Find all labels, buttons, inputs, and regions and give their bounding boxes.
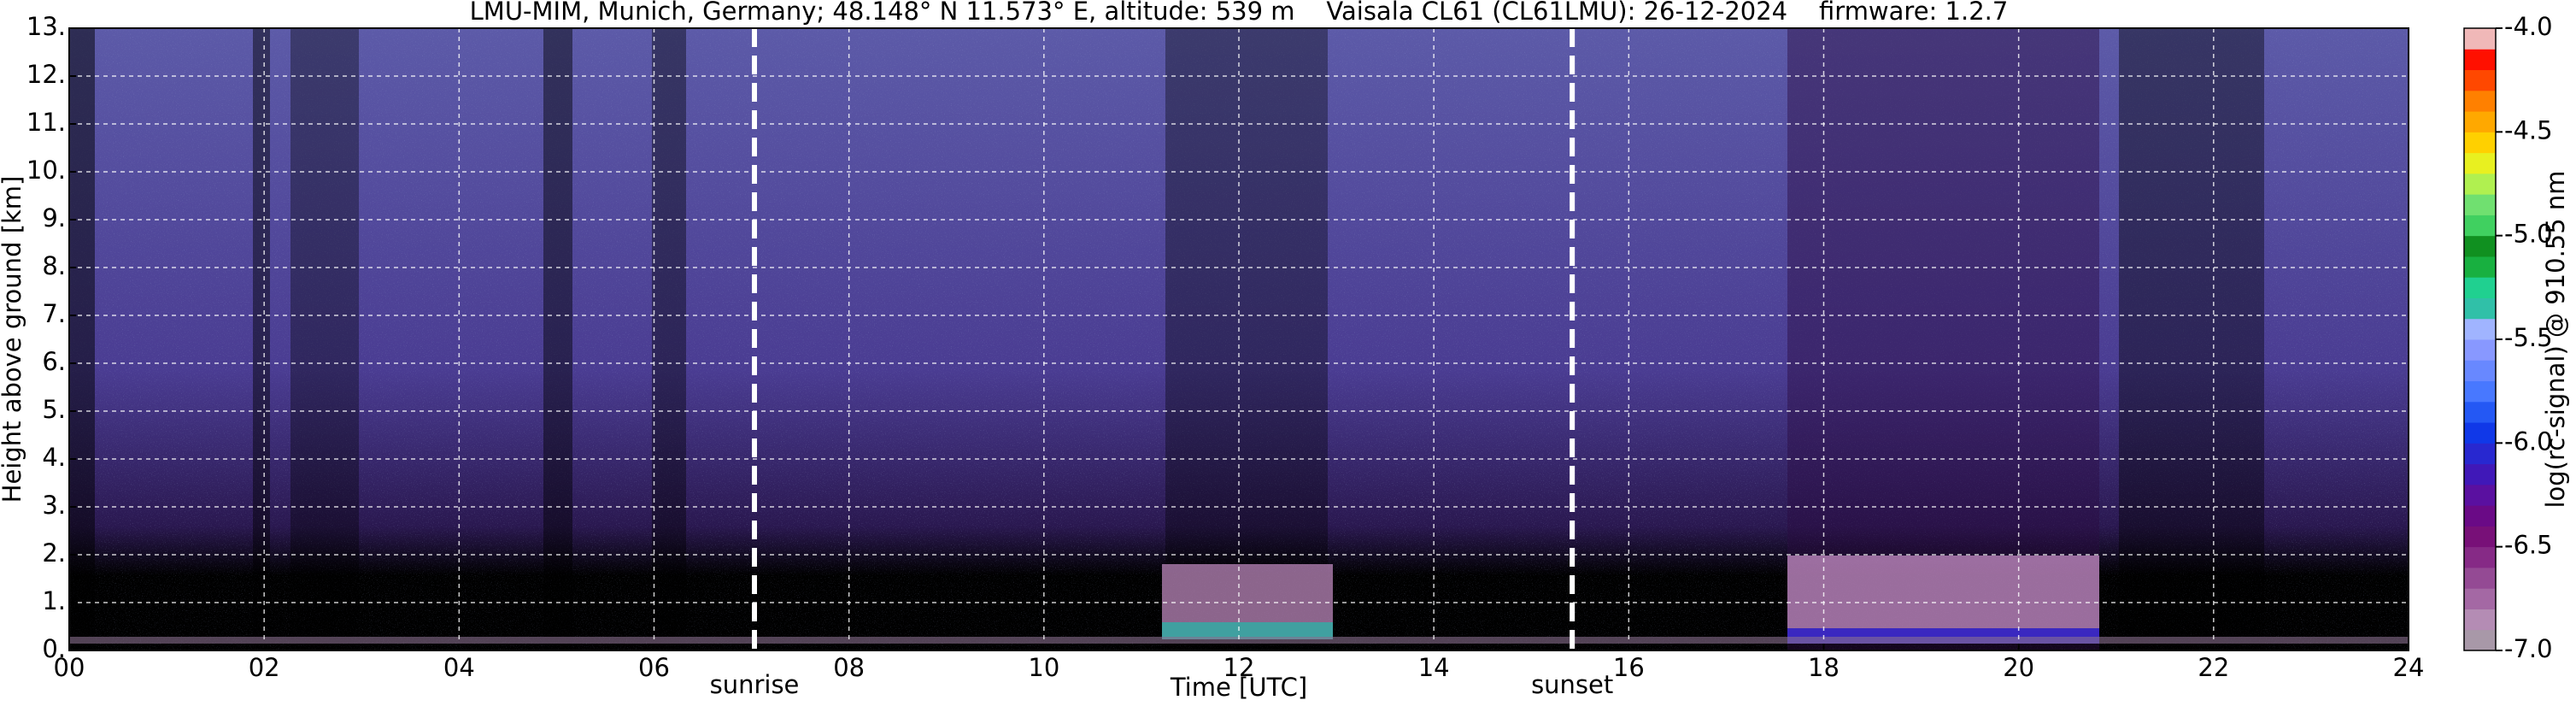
colorbar-swatch xyxy=(2464,567,2496,589)
colorbar-swatch xyxy=(2464,588,2496,609)
colorbar-swatch xyxy=(2464,339,2496,361)
colorbar-swatch xyxy=(2464,90,2496,112)
colorbar-swatch xyxy=(2464,49,2496,71)
colorbar-tick-label: -4.5 xyxy=(2504,115,2553,144)
x-axis-label: Time [UTC] xyxy=(1170,673,1307,702)
y-tick-label: 3. xyxy=(42,491,66,520)
y-tick-label: 7. xyxy=(42,299,66,328)
colorbar-swatch xyxy=(2464,380,2496,403)
y-tick-label: 5. xyxy=(42,395,66,424)
colorbar-tick-label: -6.5 xyxy=(2504,531,2553,560)
colorbar-swatch xyxy=(2464,629,2496,651)
x-tick-label: 14 xyxy=(1418,653,1450,682)
y-tick-label: 6. xyxy=(42,347,66,376)
y-tick-label: 2. xyxy=(42,538,66,568)
event-label: sunrise xyxy=(710,670,800,699)
x-tick-label: 00 xyxy=(54,653,85,682)
x-tick-label: 22 xyxy=(2198,653,2229,682)
y-tick-label: 8. xyxy=(42,251,66,280)
colorbar-swatch xyxy=(2464,505,2496,527)
colorbar-swatch xyxy=(2464,609,2496,631)
x-tick-label: 18 xyxy=(1808,653,1840,682)
colorbar-swatch xyxy=(2464,256,2496,278)
y-tick-label: 12. xyxy=(26,60,66,89)
colorbar-tick-label: -6.0 xyxy=(2504,427,2553,456)
x-tick-label: 02 xyxy=(249,653,280,682)
x-tick-label: 24 xyxy=(2393,653,2425,682)
x-tick-label: 10 xyxy=(1028,653,1059,682)
x-tick-label: 08 xyxy=(833,653,865,682)
colorbar-label: log(rc-signal) @ 910.55 nm xyxy=(2541,170,2570,508)
colorbar-swatch xyxy=(2464,152,2496,174)
colorbar-swatch xyxy=(2464,463,2496,485)
colorbar-swatch xyxy=(2464,318,2496,340)
colorbar-swatch xyxy=(2464,546,2496,568)
x-tick-label: 04 xyxy=(443,653,475,682)
y-tick-label: 13. xyxy=(26,12,66,41)
plot-frame xyxy=(68,27,2409,651)
colorbar-swatch xyxy=(2464,297,2496,320)
colorbar-swatch xyxy=(2464,69,2496,91)
colorbar-swatch xyxy=(2464,132,2496,154)
colorbar-swatch xyxy=(2464,526,2496,548)
colorbar-swatch xyxy=(2464,173,2496,195)
y-tick-label: 9. xyxy=(42,203,66,232)
colorbar-swatch xyxy=(2464,28,2496,50)
y-tick-label: 11. xyxy=(26,108,66,137)
y-axis-label: Height above ground [km] xyxy=(0,176,26,503)
colorbar-swatch xyxy=(2464,422,2496,444)
colorbar-tick-label: -7.0 xyxy=(2504,634,2553,663)
x-tick-label: 16 xyxy=(1613,653,1645,682)
x-tick-label: 06 xyxy=(638,653,670,682)
x-tick-label: 12 xyxy=(1223,653,1255,682)
y-tick-label: 10. xyxy=(26,156,66,185)
colorbar-swatch xyxy=(2464,277,2496,298)
colorbar-tick-label: -4.0 xyxy=(2504,12,2553,41)
y-tick-label: 4. xyxy=(42,443,66,472)
y-tick-label: 1. xyxy=(42,586,66,615)
colorbar-swatch xyxy=(2464,443,2496,465)
colorbar-swatch xyxy=(2464,360,2496,382)
colorbar-swatch xyxy=(2464,401,2496,423)
colorbar-tick-label: -5.0 xyxy=(2504,220,2553,249)
colorbar-swatch xyxy=(2464,215,2496,237)
colorbar-swatch xyxy=(2464,194,2496,215)
colorbar-tick-label: -5.5 xyxy=(2504,323,2553,352)
y-tick-label: 0. xyxy=(42,634,66,663)
colorbar-swatch xyxy=(2464,235,2496,257)
x-tick-label: 20 xyxy=(2003,653,2034,682)
event-label: sunset xyxy=(1531,670,1613,699)
chart-title: LMU-MIM, Munich, Germany; 48.148° N 11.5… xyxy=(470,0,2009,26)
colorbar-swatch xyxy=(2464,484,2496,506)
colorbar-swatch xyxy=(2464,111,2496,132)
